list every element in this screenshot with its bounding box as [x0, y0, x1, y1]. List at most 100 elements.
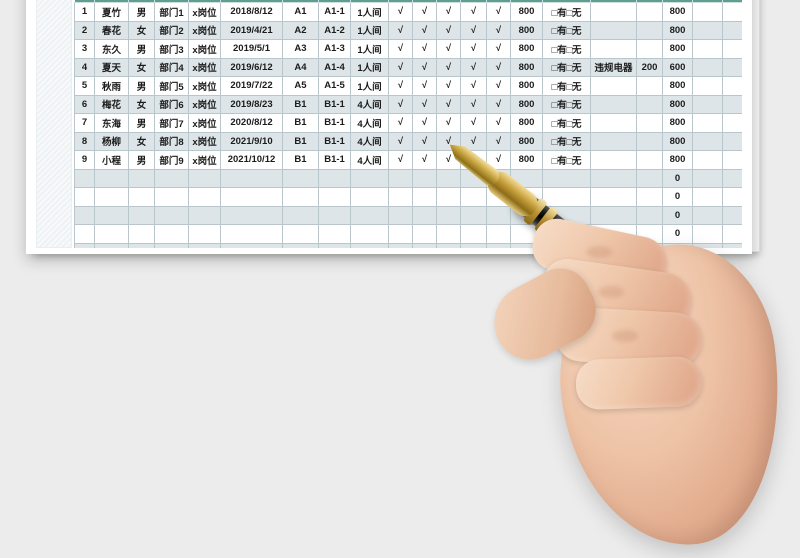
cell-room[interactable] — [282, 243, 319, 248]
cell-record[interactable] — [590, 224, 637, 244]
cell-sheet[interactable]: √ — [388, 132, 413, 151]
cell-other[interactable]: √ — [486, 132, 511, 151]
cell-deposit[interactable]: 800 — [510, 39, 543, 59]
cell-deposit[interactable] — [510, 243, 543, 248]
cell-post[interactable]: x岗位 — [188, 95, 221, 114]
cell-key[interactable] — [460, 224, 487, 244]
cell-mat[interactable]: √ — [436, 39, 461, 59]
cell-room[interactable]: A4 — [282, 58, 319, 77]
cell-name[interactable] — [94, 224, 129, 244]
cell-gender[interactable] — [128, 169, 155, 188]
cell-record[interactable] — [590, 132, 637, 151]
table-row[interactable]: 1 夏竹男部门1 x岗位 2018/8/12 A1 A1-1 1人间 √ √ √ √ √ 800 □有□无… — [74, 2, 742, 22]
cell-sign[interactable] — [722, 113, 742, 133]
col-header-sheet[interactable]: 床单被褥 — [388, 0, 413, 3]
cell-name[interactable] — [94, 187, 129, 207]
col-header-violation[interactable]: 规记录 — [542, 0, 591, 3]
cell-deposit[interactable]: 800 — [510, 2, 543, 22]
col-header-quilt[interactable]: 被子枕头 — [412, 0, 437, 3]
cell-sheet[interactable]: √ — [388, 95, 413, 114]
cell-quilt[interactable]: √ — [412, 21, 437, 40]
cell-quilt[interactable]: √ — [412, 132, 437, 151]
cell-other[interactable] — [486, 169, 511, 188]
cell-name[interactable] — [94, 169, 129, 188]
cell-gender[interactable]: 女 — [128, 132, 155, 151]
cell-room[interactable]: B1 — [282, 150, 319, 170]
cell-key[interactable]: √ — [460, 2, 487, 22]
cell-quilt[interactable] — [412, 187, 437, 207]
cell-dept[interactable]: 部门1 — [154, 2, 189, 22]
cell-violation[interactable] — [542, 187, 591, 207]
cell-no[interactable]: 6 — [74, 95, 95, 114]
cell-date[interactable] — [692, 132, 723, 151]
cell-roomtype[interactable]: 1人间 — [350, 76, 389, 96]
cell-bed[interactable]: A1-5 — [318, 76, 351, 96]
cell-checkin[interactable]: 2019/7/22 — [220, 76, 283, 96]
cell-sign[interactable] — [722, 76, 742, 96]
cell-sheet[interactable]: √ — [388, 21, 413, 40]
cell-key[interactable]: √ — [460, 113, 487, 133]
cell-post[interactable]: x岗位 — [188, 113, 221, 133]
cell-roomtype[interactable]: 4人间 — [350, 95, 389, 114]
cell-checkin[interactable] — [220, 206, 283, 225]
cell-name[interactable]: 梅花 — [94, 95, 129, 114]
cell-gender[interactable]: 男 — [128, 2, 155, 22]
cell-refund[interactable]: 600 — [662, 58, 693, 77]
cell-gender[interactable]: 女 — [128, 58, 155, 77]
cell-no[interactable] — [74, 187, 95, 207]
cell-deduct[interactable] — [636, 113, 663, 133]
table-row[interactable]: 3 东久男部门3 x岗位 2019/5/1 A3 A1-3 1人间 √ √ √ √ √ 800 □有□无 8… — [74, 39, 742, 59]
cell-sheet[interactable] — [388, 224, 413, 244]
table-row[interactable]: 8 杨柳女部门8 x岗位 2021/9/10 B1 B1-1 4人间 √ √ √ √ √ 800 □有□无… — [74, 132, 742, 151]
table-row[interactable]: 4 夏天女部门4 x岗位 2019/6/12 A4 A1-4 1人间 √ √ √ √ √ 800 □有□无… — [74, 58, 742, 77]
cell-quilt[interactable]: √ — [412, 39, 437, 59]
cell-record[interactable] — [590, 95, 637, 114]
cell-deposit[interactable] — [510, 224, 543, 244]
cell-date[interactable] — [692, 76, 723, 96]
cell-name[interactable]: 杨柳 — [94, 132, 129, 151]
cell-sheet[interactable] — [388, 243, 413, 248]
cell-sign[interactable] — [722, 132, 742, 151]
cell-deposit[interactable] — [510, 206, 543, 225]
cell-record[interactable] — [590, 113, 637, 133]
cell-mat[interactable]: √ — [436, 132, 461, 151]
col-header-deposit[interactable]: 押金/元 — [510, 0, 543, 3]
cell-date[interactable] — [692, 2, 723, 22]
cell-refund[interactable]: 0 — [662, 206, 693, 225]
cell-sheet[interactable]: √ — [388, 2, 413, 22]
cell-bed[interactable]: B1-1 — [318, 150, 351, 170]
cell-dept[interactable] — [154, 187, 189, 207]
cell-refund[interactable]: 800 — [662, 76, 693, 96]
cell-dept[interactable]: 部门4 — [154, 58, 189, 77]
cell-quilt[interactable]: √ — [412, 95, 437, 114]
table-row[interactable]: 0 — [74, 169, 742, 188]
cell-gender[interactable]: 男 — [128, 113, 155, 133]
cell-room[interactable]: A2 — [282, 21, 319, 40]
cell-checkin[interactable]: 2019/8/23 — [220, 95, 283, 114]
cell-name[interactable]: 东海 — [94, 113, 129, 133]
cell-no[interactable]: 1 — [74, 2, 95, 22]
cell-sign[interactable] — [722, 187, 742, 207]
cell-other[interactable] — [486, 206, 511, 225]
cell-sheet[interactable]: √ — [388, 76, 413, 96]
cell-refund[interactable]: 800 — [662, 113, 693, 133]
cell-checkin[interactable]: 2019/4/21 — [220, 21, 283, 40]
cell-sign[interactable] — [722, 206, 742, 225]
cell-key[interactable]: √ — [460, 58, 487, 77]
cell-room[interactable]: A5 — [282, 76, 319, 96]
cell-dept[interactable]: 部门5 — [154, 76, 189, 96]
cell-violation[interactable]: □有□无 — [542, 58, 591, 77]
cell-roomtype[interactable]: 4人间 — [350, 113, 389, 133]
cell-dept[interactable]: 部门7 — [154, 113, 189, 133]
cell-roomtype[interactable] — [350, 169, 389, 188]
cell-room[interactable] — [282, 187, 319, 207]
table-row[interactable]: 2 春花女部门2 x岗位 2019/4/21 A2 A1-2 1人间 √ √ √ √ √ 800 □有□无… — [74, 21, 742, 40]
cell-mat[interactable] — [436, 243, 461, 248]
cell-no[interactable]: 5 — [74, 76, 95, 96]
cell-roomtype[interactable]: 1人间 — [350, 21, 389, 40]
cell-refund[interactable]: 0 — [662, 224, 693, 244]
col-header-date[interactable]: 日期 — [692, 0, 723, 3]
cell-gender[interactable] — [128, 206, 155, 225]
cell-deposit[interactable] — [510, 169, 543, 188]
cell-checkin[interactable] — [220, 169, 283, 188]
